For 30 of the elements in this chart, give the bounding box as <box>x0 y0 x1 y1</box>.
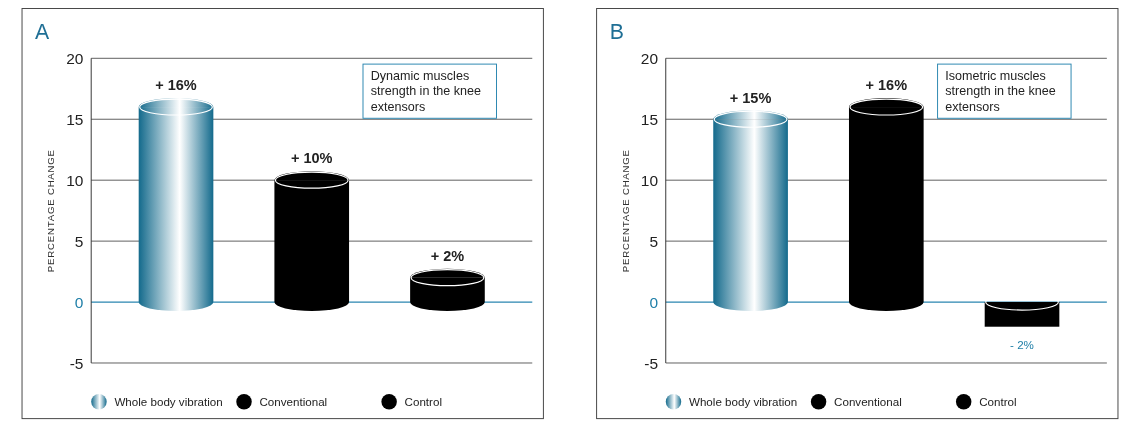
chart-title: A <box>35 19 51 44</box>
y-tick-label: 20 <box>640 50 659 68</box>
legend-label: Control <box>979 394 1017 408</box>
y-tick-label: -5 <box>644 354 659 372</box>
y-tick-label: 20 <box>66 50 84 68</box>
chart-title: B <box>609 19 624 44</box>
legend-label: Whole body vibration <box>688 394 798 408</box>
data-label: + 2% <box>430 247 465 264</box>
y-tick-label: 5 <box>74 232 84 250</box>
y-axis-title: PERCENTAGE CHANGE <box>45 149 57 273</box>
legend-label: Whole body vibration <box>114 394 223 408</box>
y-tick-label: 0 <box>74 293 84 311</box>
legend-label: Control <box>404 394 442 408</box>
data-label: - 2% <box>1010 337 1034 351</box>
y-tick-label: 15 <box>66 111 84 129</box>
legend-label: Conventional <box>259 394 328 408</box>
annotation: Isometric muscles strength in the knee extensors <box>945 68 1056 114</box>
data-label: + 10% <box>290 150 333 167</box>
y-axis-title: PERCENTAGE CHANGE <box>620 149 631 273</box>
y-tick-label: 15 <box>640 111 659 129</box>
y-tick-label: -5 <box>69 354 84 372</box>
y-tick-label: 0 <box>649 293 659 311</box>
data-label: + 15% <box>729 89 772 106</box>
y-tick-label: 10 <box>640 171 659 189</box>
y-tick-label: 10 <box>66 171 84 189</box>
data-label: + 16% <box>155 77 197 94</box>
legend-label: Conventional <box>834 394 902 408</box>
data-label: + 16% <box>865 77 908 94</box>
y-tick-label: 5 <box>649 232 659 250</box>
annotation: Dynamic muscles strength in the knee extensors <box>370 68 482 114</box>
